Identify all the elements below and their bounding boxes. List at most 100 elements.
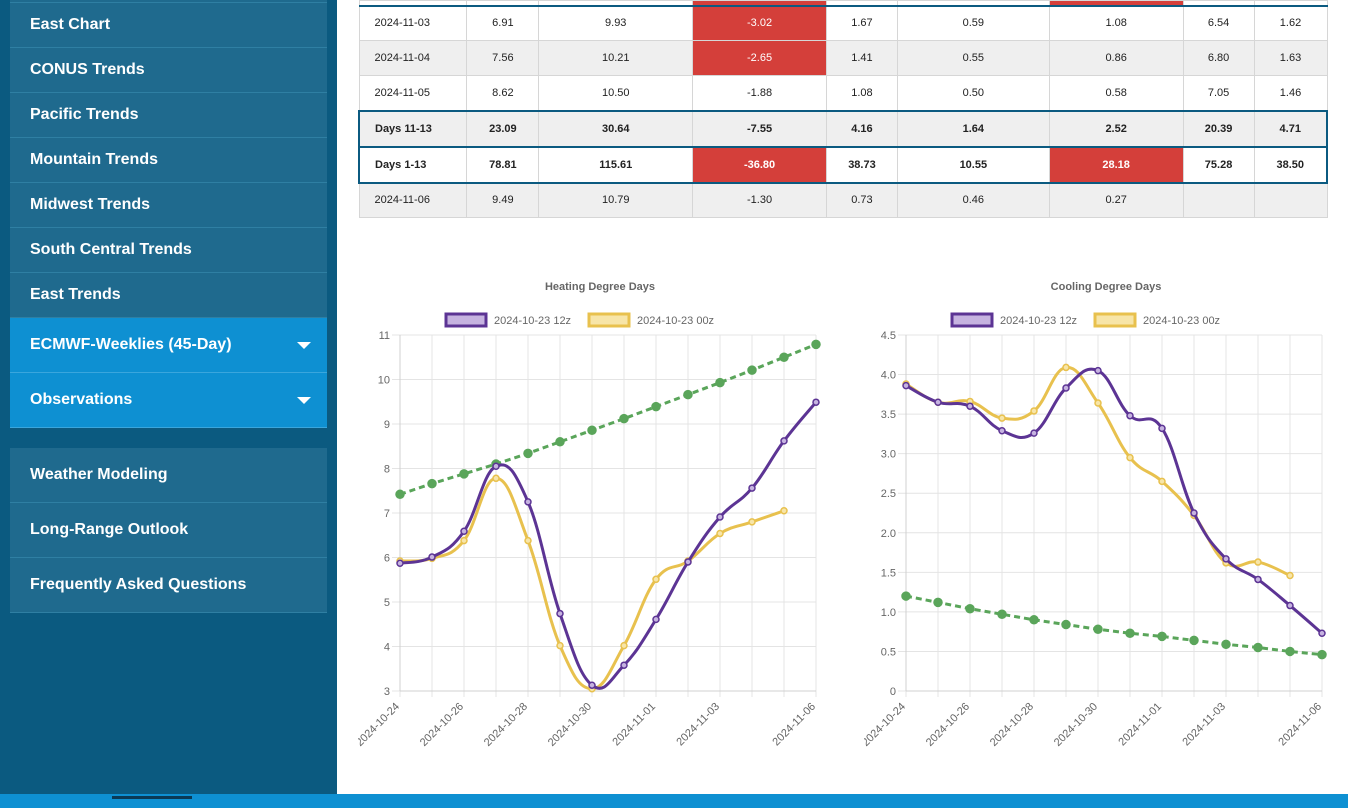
table-cell: 0.86 bbox=[1048, 40, 1184, 76]
table-cell: -36.80 bbox=[692, 145, 827, 184]
sidebar-item-faq[interactable]: Frequently Asked Questions bbox=[10, 558, 327, 613]
caret-down-icon bbox=[297, 342, 311, 349]
data-point bbox=[811, 339, 821, 350]
table-cell: 38.73 bbox=[825, 145, 898, 184]
data-point bbox=[684, 558, 692, 566]
data-point bbox=[652, 575, 660, 584]
series-line-12z bbox=[399, 401, 818, 690]
table-cell: 9.93 bbox=[538, 5, 694, 41]
data-point bbox=[1158, 477, 1166, 486]
data-point bbox=[1222, 555, 1230, 563]
sidebar-item-ecmwf-weeklies[interactable]: ECMWF-Weeklies (45-Day) bbox=[10, 318, 327, 373]
y-tick-label: 2.0 bbox=[881, 528, 896, 540]
cdd-chart: Cooling Degree Days 2024-10-23 12z 2024-10… bbox=[860, 270, 1344, 760]
data-point bbox=[1285, 646, 1295, 657]
data-point bbox=[619, 413, 629, 424]
x-tick-label: 2024-10-26 bbox=[924, 701, 972, 749]
table-cell: 2.52 bbox=[1048, 109, 1184, 148]
series-line-normal bbox=[399, 342, 817, 496]
table-cell: 0.73 bbox=[825, 182, 898, 218]
y-tick-label: 3 bbox=[384, 686, 390, 698]
table-cell: 10.21 bbox=[538, 40, 694, 76]
sidebar-item-long-range-outlook[interactable]: Long-Range Outlook bbox=[10, 503, 327, 558]
y-tick-label: 4.0 bbox=[881, 370, 896, 382]
data-point bbox=[966, 402, 974, 410]
y-tick-label: 7 bbox=[384, 508, 390, 520]
sidebar-item-pacific-trends[interactable]: Pacific Trends bbox=[10, 93, 327, 138]
sidebar-menu-models: East Chart CONUS Trends Pacific Trends M… bbox=[10, 0, 327, 428]
series-line-normal bbox=[905, 594, 1323, 657]
data-point bbox=[428, 553, 436, 561]
legend-swatch bbox=[444, 312, 488, 328]
data-point bbox=[556, 641, 564, 650]
sidebar-item-cut-off[interactable] bbox=[10, 0, 327, 3]
data-point bbox=[779, 352, 789, 362]
hdd-chart: Heating Degree Days 2024-10-23 12z 2024-10… bbox=[354, 270, 838, 760]
sidebar: East Chart CONUS Trends Pacific Trends M… bbox=[0, 0, 337, 794]
sidebar-item-label: Midwest Trends bbox=[30, 196, 151, 213]
row-label: 2024-11-04 bbox=[358, 40, 468, 76]
table-cell: 7.56 bbox=[466, 40, 540, 76]
table-cell: 38.50 bbox=[1253, 145, 1328, 184]
data-point bbox=[1126, 453, 1134, 462]
sidebar-item-label: Mountain Trends bbox=[30, 151, 158, 168]
data-point bbox=[1030, 407, 1038, 415]
table-cell: 8.62 bbox=[466, 75, 540, 111]
table-row: Days 11-13 23.09 30.64 -7.55 4.16 1.64 2.52 20.… bbox=[358, 109, 1328, 148]
sidebar-item-midwest-trends[interactable]: Midwest Trends bbox=[10, 183, 327, 228]
x-tick-label: 2024-11-03 bbox=[1180, 701, 1228, 749]
table-cell: 9.49 bbox=[466, 182, 540, 218]
table-cell: 0.58 bbox=[1048, 75, 1184, 111]
sidebar-item-observations[interactable]: Observations bbox=[10, 373, 327, 428]
sidebar-item-conus-trends[interactable]: CONUS Trends bbox=[10, 48, 327, 93]
table-cell: 28.18 bbox=[1048, 145, 1184, 184]
table-cell: 1.08 bbox=[1048, 5, 1184, 41]
sidebar-item-label: East Trends bbox=[30, 286, 121, 303]
table-cell: 0.50 bbox=[896, 75, 1050, 111]
data-point bbox=[555, 437, 565, 447]
x-tick-label: 2024-10-24 bbox=[864, 701, 908, 749]
y-tick-label: 5 bbox=[384, 597, 390, 609]
table-row: 2024-11-03 6.91 9.93 -3.02 1.67 0.59 1.08 6.54 1… bbox=[358, 5, 1328, 41]
degree-days-table: 2024-11-03 6.91 9.93 -3.02 1.67 0.59 1.08 6.54 1… bbox=[358, 0, 1328, 218]
data-point bbox=[780, 507, 788, 515]
data-point bbox=[652, 615, 660, 624]
data-point bbox=[523, 448, 533, 459]
table-cell: 4.16 bbox=[825, 109, 898, 148]
table-cell: -7.55 bbox=[692, 109, 827, 148]
sidebar-item-mountain-trends[interactable]: Mountain Trends bbox=[10, 138, 327, 183]
table-cell: 10.50 bbox=[538, 75, 694, 111]
row-label: Days 11-13 bbox=[358, 109, 468, 148]
data-point bbox=[998, 414, 1006, 422]
row-label: 2024-11-03 bbox=[358, 5, 468, 41]
sidebar-item-label: Frequently Asked Questions bbox=[30, 576, 247, 593]
sidebar-item-weather-modeling[interactable]: Weather Modeling bbox=[10, 448, 327, 503]
y-tick-label: 1.5 bbox=[881, 567, 896, 579]
sidebar-item-east-chart[interactable]: East Chart bbox=[10, 3, 327, 48]
data-point bbox=[715, 377, 725, 388]
data-point bbox=[1094, 399, 1102, 407]
sidebar-item-label: Observations bbox=[30, 391, 133, 408]
cdd-chart-svg: Cooling Degree Days 2024-10-23 12z 2024-10… bbox=[860, 281, 1327, 749]
sidebar-item-east-trends[interactable]: East Trends bbox=[10, 273, 327, 318]
table-cell: 75.28 bbox=[1182, 145, 1255, 184]
data-point bbox=[965, 603, 975, 614]
y-tick-label: 4 bbox=[384, 642, 390, 654]
table-cell: -3.02 bbox=[692, 5, 827, 41]
x-tick-label: 2024-10-28 bbox=[482, 701, 530, 749]
x-tick-label: 2024-11-01 bbox=[1116, 701, 1164, 749]
data-point bbox=[933, 597, 943, 608]
table-cell: 0.46 bbox=[896, 182, 1050, 218]
data-point bbox=[427, 478, 437, 489]
data-point bbox=[1254, 575, 1262, 584]
data-point bbox=[997, 609, 1007, 620]
data-point bbox=[1221, 639, 1231, 650]
sidebar-item-south-central-trends[interactable]: South Central Trends bbox=[10, 228, 327, 273]
footer-fragment bbox=[112, 796, 192, 800]
sidebar-item-label: South Central Trends bbox=[30, 241, 192, 258]
y-tick-label: 9 bbox=[384, 419, 390, 431]
data-point bbox=[492, 462, 500, 471]
data-point bbox=[524, 498, 532, 506]
table-cell: 20.39 bbox=[1182, 109, 1255, 148]
data-point bbox=[683, 389, 693, 400]
